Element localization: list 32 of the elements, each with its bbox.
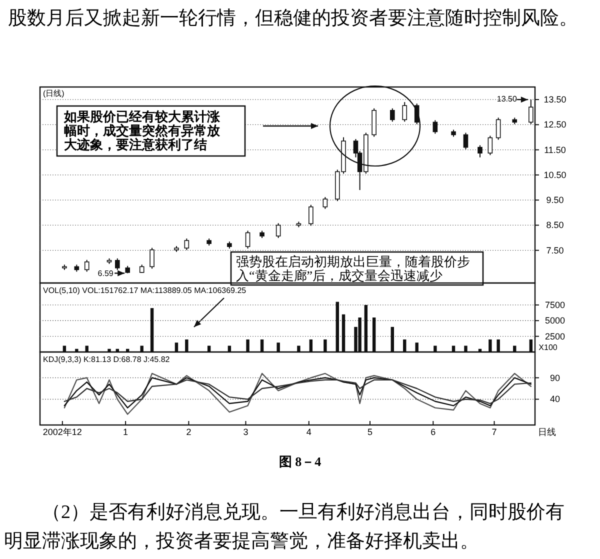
y-tick-label: 7.50	[546, 245, 564, 256]
y-tick-label: 10.50	[544, 170, 566, 180]
y-tick-label: 8.50	[546, 220, 564, 230]
x-axis-title: 日线	[538, 427, 556, 437]
x-tick-label: 2002年12	[42, 427, 82, 437]
x-tick-label: 3	[243, 427, 248, 437]
x-tick-label: 1	[123, 427, 128, 437]
y-tick-label: 40	[550, 394, 560, 404]
y-tick-label: 5000	[544, 316, 566, 326]
y-tick-label: 13.50	[544, 94, 566, 105]
y-tick-label: 2500	[544, 331, 566, 342]
annotation: 6.59	[98, 269, 114, 278]
annotation: VOL(5,10) VOL:151762.17 MA:113889.05 MA:106369.25	[43, 286, 247, 295]
y-tick-label: 11.50	[544, 144, 566, 155]
x-tick-label: 4	[306, 427, 312, 437]
y-axis-title: X100	[538, 343, 558, 352]
x-tick-label: 2	[186, 427, 192, 437]
chart-title: (日线)	[43, 89, 65, 98]
annotation: 如果股价已经有较大累计涨幅时，成交量突然有异常放大迹象，要注意获利了结	[63, 109, 221, 152]
y-tick-label: 9.50	[546, 195, 564, 206]
y-tick-label: 7500	[544, 300, 566, 310]
text: 股数月后又掀起新一轮行情，但稳健的投资者要注意随时控制风险。	[8, 7, 578, 29]
annotation: KDJ(9,3,3) K:81.13 D:68.78 J:45.82	[43, 355, 170, 364]
caption: 图 8－4	[278, 454, 322, 469]
x-tick-label: 6	[430, 427, 436, 437]
y-tick-label: 12.50	[544, 120, 566, 130]
x-tick-label: 7	[492, 427, 497, 437]
text: （2）是否有利好消息兑现。一旦有利好消息出台，同时股价有明显滞涨现象的，投资者要提高警觉，准备好择机卖出。	[4, 502, 564, 552]
x-tick-label: 5	[367, 427, 373, 437]
annotation: 13.50	[496, 94, 518, 104]
annotation: 强势股在启动初期放出巨量，随着股价步入“黄金走廊”后，成交量会迅速减少	[236, 254, 470, 283]
y-tick-label: 90	[550, 372, 560, 383]
